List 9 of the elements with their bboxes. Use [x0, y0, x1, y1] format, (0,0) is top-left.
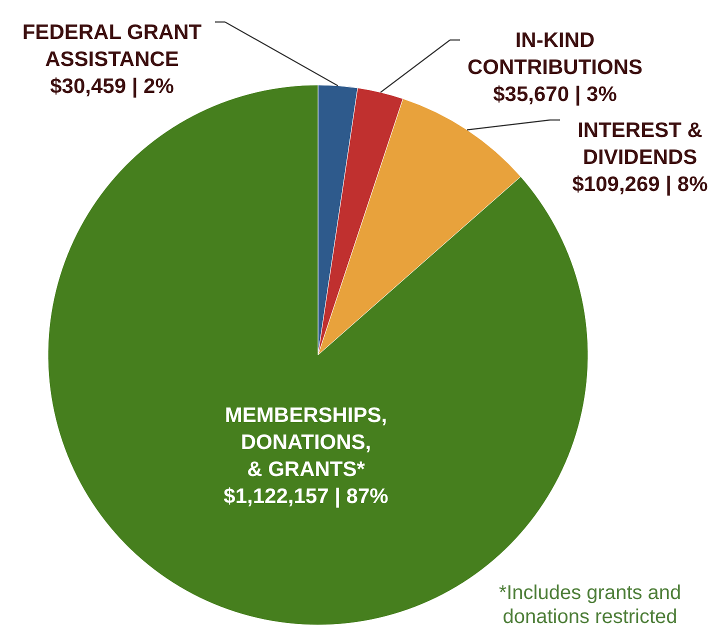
- data-label: $35,670 | 3%: [493, 83, 618, 106]
- data-label: $30,459 | 2%: [50, 75, 174, 98]
- slice-label: INTEREST & DIVIDENDS: [578, 119, 702, 169]
- slice-label: IN-KIND CONTRIBUTIONS: [468, 29, 642, 79]
- text: *Includes grants and donations restricted: [498, 582, 682, 628]
- slice-label: FEDERAL GRANT ASSISTANCE: [22, 21, 202, 71]
- slice-label: MEMBERSHIPS, DONATIONS, & GRANTS*: [224, 404, 388, 481]
- data-label: $1,122,157 | 87%: [224, 485, 389, 508]
- data-label: $109,269 | 8%: [572, 173, 708, 196]
